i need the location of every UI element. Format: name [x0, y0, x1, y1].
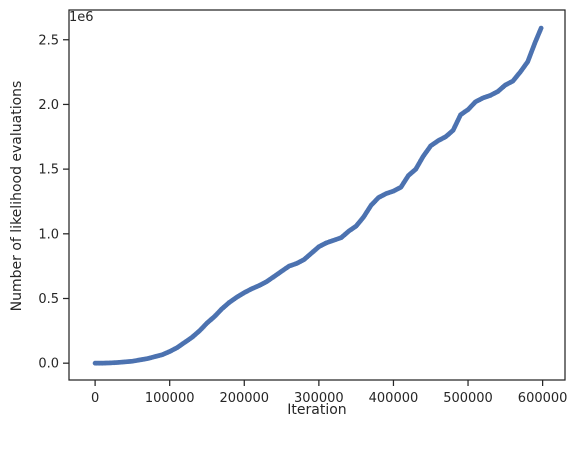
- x-tick-label: 500000: [443, 391, 493, 406]
- data-point: [495, 89, 501, 94]
- data-point: [473, 99, 478, 105]
- data-point: [167, 349, 173, 354]
- data-point: [450, 127, 456, 133]
- data-point: [189, 334, 195, 340]
- y-tick-label: 1.5: [38, 163, 59, 178]
- data-point: [420, 153, 426, 159]
- data-point: [517, 69, 523, 75]
- y-tick-label: 2.0: [38, 98, 59, 113]
- data-point: [122, 359, 128, 365]
- data-point: [458, 112, 463, 118]
- data-point: [428, 143, 434, 149]
- data-point: [361, 214, 367, 220]
- data-point: [323, 240, 329, 246]
- data-point: [159, 352, 165, 358]
- data-point: [115, 360, 120, 365]
- data-point: [152, 354, 158, 360]
- data-point: [256, 283, 262, 288]
- plot-background: [69, 10, 565, 380]
- data-point: [92, 360, 98, 366]
- data-point: [271, 274, 277, 279]
- data-point: [286, 263, 292, 269]
- x-tick-label: 300000: [294, 391, 344, 406]
- data-point: [197, 328, 202, 334]
- y-offset-label: 1e6: [69, 10, 94, 25]
- data-point: [502, 82, 508, 88]
- data-point: [525, 59, 531, 65]
- data-point: [398, 184, 404, 190]
- data-point: [316, 244, 322, 250]
- data-point: [137, 357, 143, 363]
- data-point: [241, 290, 247, 296]
- data-point: [346, 228, 352, 234]
- y-tick-label: 2.5: [38, 33, 59, 48]
- x-tick-label: 100000: [145, 391, 195, 406]
- data-point: [294, 261, 299, 266]
- data-point: [510, 78, 516, 84]
- data-point: [212, 314, 217, 320]
- plot-frame: [68, 9, 566, 381]
- data-point: [376, 195, 381, 200]
- x-tick-label: 200000: [219, 391, 269, 406]
- x-axis-ticks: 0 100000 200000 300000 400000 500000 600000: [91, 380, 567, 406]
- x-tick-label: 400000: [369, 391, 419, 406]
- data-point: [338, 235, 344, 241]
- data-point: [174, 345, 180, 351]
- data-point: [435, 138, 441, 144]
- data-point: [204, 320, 210, 326]
- y-tick-label: 1.0: [38, 227, 59, 242]
- data-point: [532, 39, 538, 45]
- data-point: [309, 250, 314, 256]
- data-point: [405, 173, 411, 178]
- data-point: [279, 268, 284, 274]
- x-tick-label: 600000: [518, 391, 568, 406]
- y-tick-label: 0.0: [38, 357, 59, 372]
- data-point: [488, 92, 493, 98]
- data-point: [465, 107, 471, 113]
- data-points: [92, 25, 544, 366]
- data-point: [538, 25, 544, 31]
- data-point: [182, 340, 188, 345]
- y-axis-ticks: 0.0 0.5 1.0 1.5 2.0 2.5: [38, 33, 69, 372]
- data-point: [480, 95, 486, 101]
- data-point: [226, 299, 232, 305]
- data-point: [144, 356, 150, 362]
- data-point: [249, 286, 255, 292]
- data-point: [301, 257, 307, 263]
- data-point: [413, 166, 419, 172]
- data-point: [107, 360, 113, 366]
- data-point: [331, 237, 337, 243]
- x-tick-label: 0: [91, 391, 99, 406]
- data-point: [368, 202, 374, 208]
- x-axis-label: Iteration: [287, 402, 346, 418]
- data-point: [130, 358, 135, 364]
- y-tick-label: 0.5: [38, 292, 59, 307]
- data-point: [234, 294, 240, 300]
- data-point: [391, 188, 396, 194]
- data-point: [443, 134, 449, 140]
- y-axis-label: Number of likelihood evaluations: [9, 81, 25, 312]
- data-point: [383, 191, 389, 197]
- data-point: [219, 306, 225, 312]
- data-point: [353, 223, 359, 229]
- data-point: [264, 279, 270, 285]
- data-point: [100, 360, 105, 366]
